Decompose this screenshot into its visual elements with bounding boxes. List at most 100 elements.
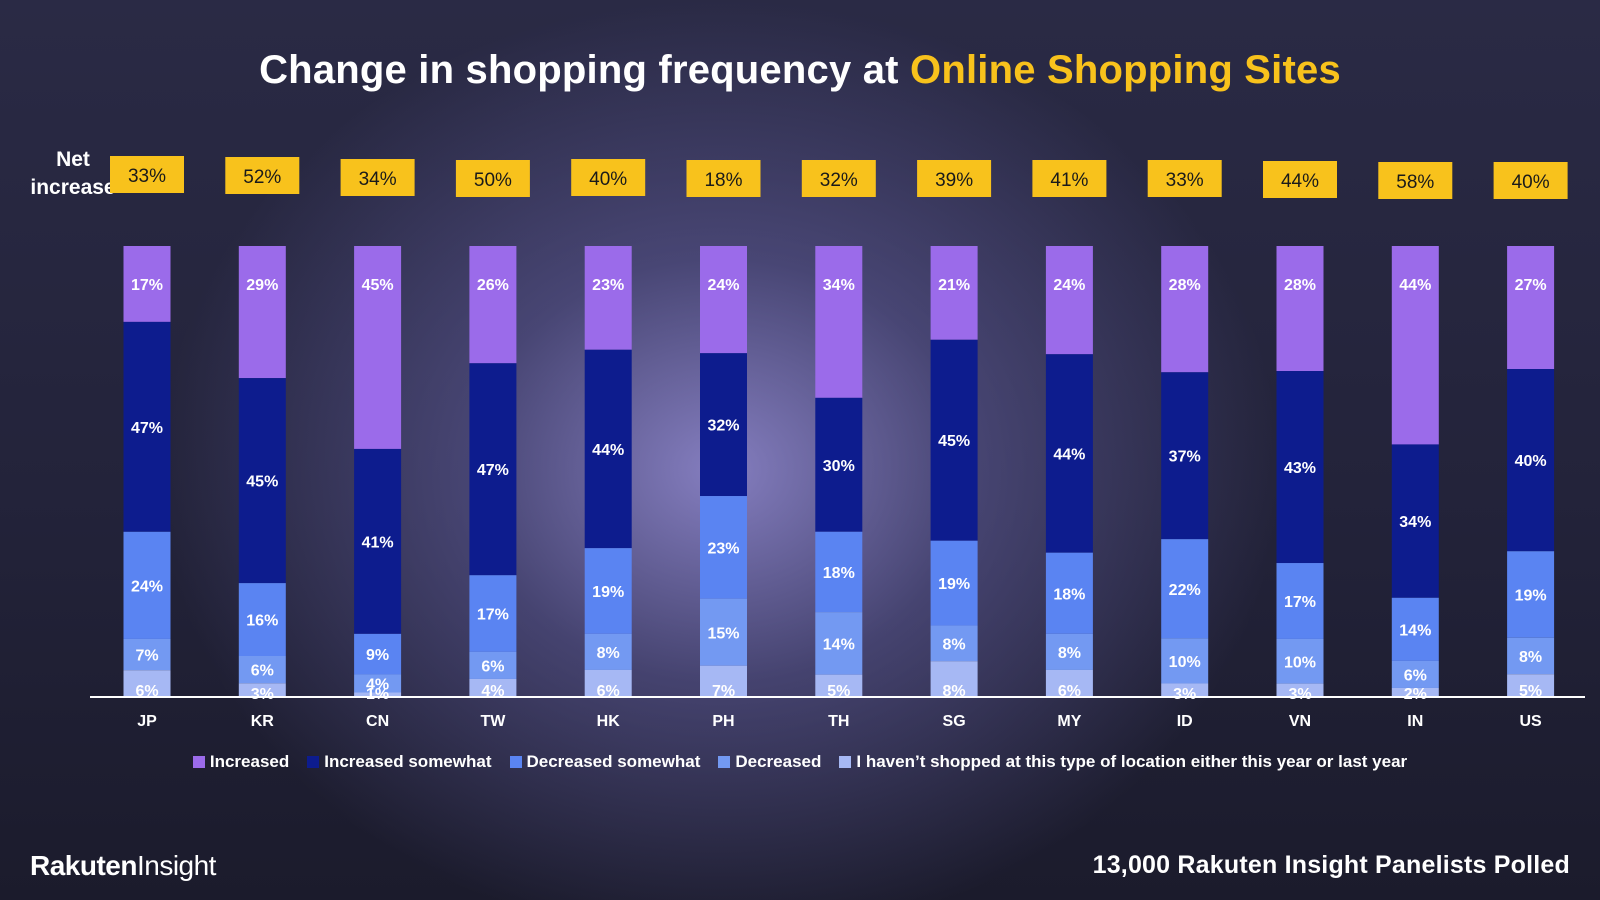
legend-item-increased: Increased xyxy=(192,752,289,772)
bar-segment-in-decreased xyxy=(1391,660,1439,688)
bar-segment-sg-decreased xyxy=(930,625,978,662)
net-increase-value-th: 32% xyxy=(820,170,858,191)
data-label-vn-increased-somewhat: 43% xyxy=(1284,460,1316,477)
bar-segment-cn-decreased-somewhat xyxy=(354,633,402,675)
bar-segment-us-increased-somewhat xyxy=(1507,369,1555,552)
data-label-my-decreased: 8% xyxy=(1058,645,1081,662)
data-label-vn-not-shopped: 3% xyxy=(1288,686,1311,703)
data-label-ph-decreased-somewhat: 23% xyxy=(707,540,739,557)
bar-segment-kr-not-shopped xyxy=(238,683,286,697)
net-increase-value-sg: 39% xyxy=(935,170,973,191)
data-label-us-increased: 27% xyxy=(1515,277,1547,294)
bar-segment-cn-increased-somewhat xyxy=(354,448,402,634)
data-label-us-increased-somewhat: 40% xyxy=(1515,453,1547,470)
bar-segment-us-not-shopped xyxy=(1507,674,1555,697)
data-label-cn-increased: 45% xyxy=(362,277,394,294)
bar-segment-th-not-shopped xyxy=(815,674,863,697)
data-label-ph-decreased: 15% xyxy=(707,625,739,642)
bar-segment-jp-decreased xyxy=(123,638,171,671)
x-tick-label-tw: TW xyxy=(480,713,506,730)
net-increase-value-ph: 18% xyxy=(704,170,742,191)
data-label-th-increased-somewhat: 30% xyxy=(823,458,855,475)
bar-segment-id-decreased-somewhat xyxy=(1161,539,1209,639)
data-label-vn-increased: 28% xyxy=(1284,277,1316,294)
data-label-jp-decreased: 7% xyxy=(135,648,158,665)
net-increase-value-jp: 33% xyxy=(128,166,166,187)
net-increase-value-in: 58% xyxy=(1396,172,1434,193)
legend-swatch-decreased-somewhat xyxy=(509,756,522,768)
net-increase-box-sg xyxy=(917,160,992,197)
bar-segment-my-increased xyxy=(1045,246,1093,355)
bar-segment-id-increased xyxy=(1161,246,1209,373)
bar-segment-us-decreased-somewhat xyxy=(1507,551,1555,638)
data-label-cn-increased-somewhat: 41% xyxy=(362,534,394,551)
net-increase-value-us: 40% xyxy=(1512,172,1550,193)
data-label-hk-not-shopped: 6% xyxy=(597,683,620,700)
bar-segment-jp-increased xyxy=(123,246,171,322)
legend-swatch-not-shopped xyxy=(839,756,852,768)
data-label-jp-increased: 17% xyxy=(131,277,163,294)
data-label-tw-not-shopped: 4% xyxy=(481,683,504,700)
bar-segment-tw-not-shopped xyxy=(469,678,517,697)
net-label-line2: increase xyxy=(30,176,116,199)
bar-segment-my-decreased xyxy=(1045,633,1093,670)
net-increase-box-tw xyxy=(455,160,530,197)
bar-segment-vn-decreased-somewhat xyxy=(1276,563,1324,639)
data-label-hk-decreased-somewhat: 19% xyxy=(592,584,624,601)
net-label-line1: Net xyxy=(56,148,90,171)
legend-item-decreased-somewhat: Decreased somewhat xyxy=(509,752,700,772)
bar-segment-sg-not-shopped xyxy=(930,661,978,697)
data-label-my-decreased-somewhat: 18% xyxy=(1053,586,1085,603)
data-label-sg-increased-somewhat: 45% xyxy=(938,433,970,450)
bar-segment-tw-decreased-somewhat xyxy=(469,575,517,652)
bar-segment-kr-increased xyxy=(238,246,286,379)
data-label-th-not-shopped: 5% xyxy=(827,683,850,700)
bar-segment-cn-decreased xyxy=(354,674,402,693)
x-tick-label-hk: HK xyxy=(597,713,621,730)
bar-segment-id-increased-somewhat xyxy=(1161,372,1209,540)
net-increase-box-in xyxy=(1378,162,1453,199)
legend-label-increased-somewhat: Increased somewhat xyxy=(324,752,492,771)
data-label-sg-increased: 21% xyxy=(938,277,970,294)
data-label-jp-increased-somewhat: 47% xyxy=(131,420,163,437)
legend-swatch-increased-somewhat xyxy=(307,756,320,768)
bar-segment-sg-increased xyxy=(930,246,978,340)
data-label-vn-decreased: 10% xyxy=(1284,654,1316,671)
data-label-us-decreased-somewhat: 19% xyxy=(1515,588,1547,605)
net-increase-box-ph xyxy=(686,160,761,197)
data-label-kr-not-shopped: 3% xyxy=(251,686,274,703)
data-label-cn-not-shopped: 1% xyxy=(366,686,389,703)
net-increase-box-th xyxy=(801,160,876,197)
data-label-vn-decreased-somewhat: 17% xyxy=(1284,594,1316,611)
title-prefix: Change in shopping frequency at xyxy=(259,48,899,92)
bar-segment-vn-decreased xyxy=(1276,638,1324,684)
net-increase-label: Net increase xyxy=(18,146,128,202)
x-tick-label-vn: VN xyxy=(1289,713,1311,730)
net-increase-value-tw: 50% xyxy=(474,170,512,191)
bar-segment-id-not-shopped xyxy=(1161,683,1209,697)
brand-part2: Insight xyxy=(136,850,217,881)
bar-segment-ph-increased xyxy=(700,246,747,354)
legend-label-decreased: Decreased xyxy=(735,752,822,771)
data-label-id-not-shopped: 3% xyxy=(1173,686,1196,703)
data-label-us-not-shopped: 5% xyxy=(1519,683,1542,700)
bar-segment-kr-decreased-somewhat xyxy=(238,583,286,656)
data-label-th-decreased: 14% xyxy=(823,636,855,653)
bar-segment-kr-increased-somewhat xyxy=(238,378,286,584)
data-label-tw-increased: 26% xyxy=(477,277,509,294)
brand-logo: RakutenInsight xyxy=(30,850,216,882)
bar-segment-vn-increased xyxy=(1276,246,1324,372)
data-label-tw-decreased: 6% xyxy=(481,658,504,675)
bar-segment-ph-decreased xyxy=(700,598,747,666)
data-label-us-decreased: 8% xyxy=(1519,649,1542,666)
bar-segment-th-increased-somewhat xyxy=(815,397,863,532)
chart-legend: Increased Increased somewhat Decreased s… xyxy=(0,752,1600,772)
data-label-ph-not-shopped: 7% xyxy=(712,683,735,700)
data-label-sg-decreased-somewhat: 19% xyxy=(938,576,970,593)
x-tick-label-id: ID xyxy=(1177,713,1193,730)
data-label-hk-decreased: 8% xyxy=(597,645,620,662)
bar-segment-sg-decreased-somewhat xyxy=(930,540,978,626)
bar-segment-in-decreased-somewhat xyxy=(1391,597,1439,661)
data-label-my-increased: 24% xyxy=(1053,277,1085,294)
